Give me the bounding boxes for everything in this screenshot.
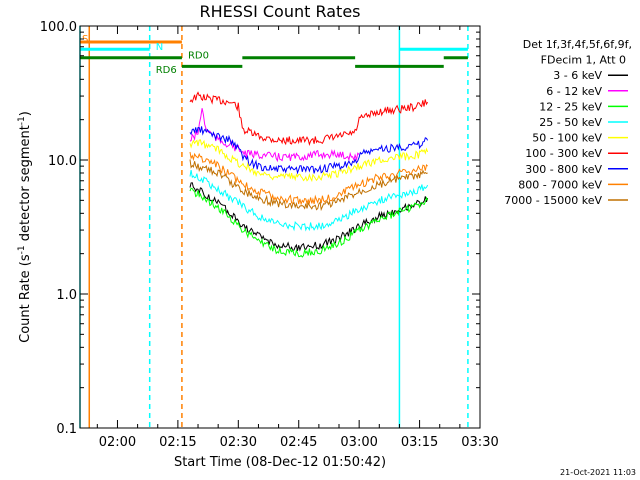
data-series bbox=[189, 187, 429, 258]
x-tick-label: 02:30 bbox=[220, 435, 257, 450]
x-tick-label: 03:00 bbox=[340, 435, 377, 450]
legend-entry-label: 50 - 100 keV bbox=[532, 132, 602, 145]
legend-entry-label: 800 - 7000 keV bbox=[518, 178, 602, 191]
bar-label: RD0 bbox=[188, 51, 209, 62]
y-axis-label-end: ) bbox=[18, 111, 33, 116]
y-tick-label: 0.1 bbox=[56, 422, 77, 437]
footer-date: 21-Oct-2021 11:03 bbox=[560, 468, 636, 477]
legend-entry-label: 12 - 25 keV bbox=[539, 100, 602, 113]
y-tick-label: 10.0 bbox=[48, 154, 77, 169]
chart-title: RHESSI Count Rates bbox=[200, 2, 361, 21]
axis-layer: 0.1 1.0 10.0 100.0 02:00 02:15 02:30 02:45 03:00… bbox=[40, 20, 499, 450]
y-axis-label-main: Count Rate (s bbox=[18, 254, 33, 343]
bar-label: RD6 bbox=[156, 65, 177, 76]
x-tick-label: 03:30 bbox=[461, 435, 498, 450]
legend-entry-label: 3 - 6 keV bbox=[553, 69, 602, 82]
data-series bbox=[189, 151, 428, 206]
legend-header-line: FDecim 1, Att 0 bbox=[541, 54, 626, 67]
y-tick-label: 1.0 bbox=[56, 288, 77, 303]
bar-label: S bbox=[82, 34, 88, 45]
legend: Det 1f,3f,4f,5f,6f,9f, FDecim 1, Att 0 3 -… bbox=[504, 38, 632, 207]
data-series bbox=[189, 126, 429, 175]
data-series bbox=[189, 108, 360, 163]
data-series bbox=[189, 170, 429, 232]
legend-entry-label: 7000 - 15000 keV bbox=[504, 194, 602, 207]
data-series bbox=[189, 139, 429, 183]
bar-label: N bbox=[156, 42, 163, 53]
data-series bbox=[189, 159, 428, 212]
attenuator-bar-layer: S N RD0 RD6 bbox=[80, 34, 468, 76]
series-layer bbox=[189, 91, 429, 258]
legend-entry-label: 100 - 300 keV bbox=[525, 147, 602, 160]
y-tick-label: 100.0 bbox=[40, 20, 77, 35]
y-axis-label-sup1: -1 bbox=[17, 245, 27, 254]
legend-entry-label: 6 - 12 keV bbox=[546, 85, 602, 98]
x-tick-label: 02:15 bbox=[159, 435, 196, 450]
data-series bbox=[189, 91, 429, 146]
legend-entry-label: 25 - 50 keV bbox=[539, 116, 602, 129]
plot-frame bbox=[79, 25, 481, 429]
y-axis-label: Count Rate (s-1 detector segment-1) bbox=[17, 111, 33, 343]
y-axis-label-mid: detector segment bbox=[18, 125, 33, 245]
x-axis-label: Start Time (08-Dec-12 01:50:42) bbox=[174, 455, 386, 470]
legend-entry-label: 300 - 800 keV bbox=[525, 163, 602, 176]
x-tick-label: 03:15 bbox=[401, 435, 438, 450]
x-tick-label: 02:00 bbox=[99, 435, 136, 450]
legend-header-line: Det 1f,3f,4f,5f,6f,9f, bbox=[523, 38, 632, 51]
y-axis-label-sup2: -1 bbox=[17, 116, 27, 125]
x-tick-label: 02:45 bbox=[280, 435, 317, 450]
